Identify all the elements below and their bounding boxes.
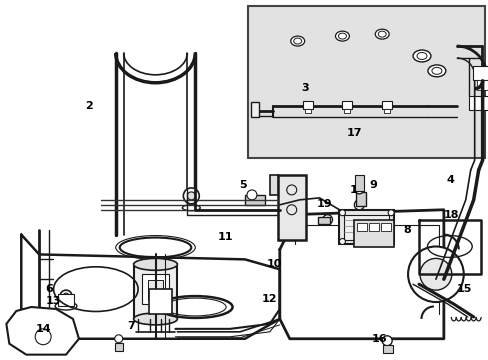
Circle shape [339,210,345,216]
Text: 7: 7 [126,321,134,331]
Bar [476,80,488,90]
Circle shape [60,290,72,302]
Circle shape [187,192,195,200]
Text: 13: 13 [45,296,61,306]
Ellipse shape [133,258,177,270]
Circle shape [355,186,363,194]
Text: 12: 12 [262,294,277,304]
Bar [381,223,390,231]
Bar [472,66,488,80]
Bar [302,100,312,109]
Bar [468,96,488,109]
Circle shape [407,247,463,302]
Circle shape [387,210,393,216]
Text: 5: 5 [239,180,246,190]
Bar [317,217,329,224]
Ellipse shape [431,67,441,74]
Bar [354,220,393,247]
Ellipse shape [293,38,301,44]
Ellipse shape [377,31,386,37]
Circle shape [322,215,332,225]
Bar [344,215,388,239]
Text: 2: 2 [85,100,93,111]
Bar [357,223,366,231]
Circle shape [354,200,364,210]
Text: 11: 11 [217,231,232,242]
Text: 17: 17 [346,129,362,138]
Bar [115,343,122,351]
Ellipse shape [55,302,77,310]
Bar [356,192,366,206]
Polygon shape [6,307,79,355]
Ellipse shape [133,313,177,325]
Bar [147,280,163,300]
Circle shape [382,336,391,346]
Bar [384,109,389,113]
Bar [59,337,67,343]
Bar [342,100,352,109]
Bar [247,6,484,158]
Bar [58,294,74,306]
Bar [250,102,258,117]
Ellipse shape [182,205,200,211]
Text: 8: 8 [403,225,410,235]
Bar [339,210,393,244]
Bar [368,223,379,231]
Text: 18: 18 [443,210,459,220]
Text: 14: 14 [35,324,51,334]
Bar [304,109,310,113]
Circle shape [387,239,393,244]
Bar [244,195,264,205]
Text: 15: 15 [456,284,471,294]
Text: 9: 9 [368,180,376,190]
Text: 6: 6 [45,284,53,294]
Bar [277,175,305,239]
Ellipse shape [335,31,349,41]
Bar [355,175,364,191]
Ellipse shape [374,29,388,39]
Ellipse shape [338,33,346,39]
Circle shape [419,258,451,290]
Bar [269,175,277,195]
Circle shape [183,188,199,204]
Text: 19: 19 [316,199,332,209]
Bar [142,274,169,304]
Circle shape [339,239,345,244]
Bar [133,264,177,319]
Circle shape [115,335,122,343]
Ellipse shape [412,50,430,62]
Ellipse shape [416,53,426,59]
Bar [56,327,70,337]
Text: 10: 10 [266,259,282,269]
Bar [382,100,391,109]
Ellipse shape [290,36,304,46]
Circle shape [63,293,69,299]
Bar [148,289,172,314]
Text: 16: 16 [371,334,386,344]
Text: 3: 3 [300,83,308,93]
Bar [383,345,392,353]
Text: 4: 4 [446,175,454,185]
Ellipse shape [427,65,445,77]
Bar [344,109,350,113]
Text: 1: 1 [349,185,357,195]
Circle shape [246,190,256,200]
